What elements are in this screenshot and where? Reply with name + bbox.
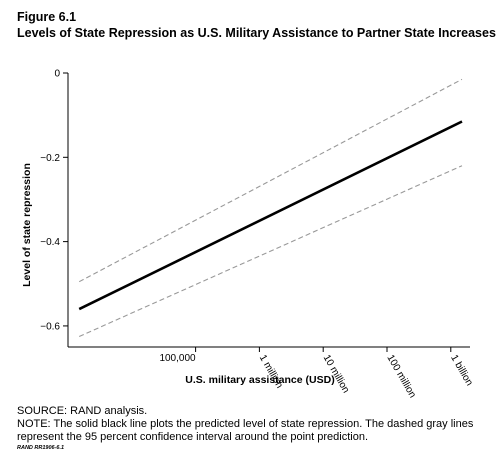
chart-note: NOTE: The solid black line plots the pre… xyxy=(17,418,474,443)
axes xyxy=(63,72,470,352)
series-line-prediction xyxy=(78,120,463,311)
y-tick-label: 0 xyxy=(54,69,60,80)
source-note: SOURCE: RAND analysis. xyxy=(17,405,148,417)
x-tick-label: 100 million xyxy=(384,353,417,400)
figure-title: Levels of State Repression as U.S. Milit… xyxy=(17,26,496,40)
series-line-upper-ci xyxy=(78,78,463,283)
y-tick-label: −0.4 xyxy=(40,237,60,248)
series-layer xyxy=(78,78,463,338)
x-axis-title: U.S. military assistance (USD) xyxy=(185,374,334,386)
credit-code: RAND RR1906-6.1 xyxy=(17,445,65,451)
figure-label: Figure 6.1 xyxy=(17,10,77,24)
x-tick-label: 100,000 xyxy=(159,353,196,364)
y-tick-label: −0.2 xyxy=(40,153,60,164)
y-tick-label: −0.6 xyxy=(40,321,60,332)
y-axis-title: Level of state repression xyxy=(21,163,33,287)
x-tick-label: 1 billion xyxy=(448,353,474,388)
series-line-lower-ci xyxy=(78,165,463,338)
